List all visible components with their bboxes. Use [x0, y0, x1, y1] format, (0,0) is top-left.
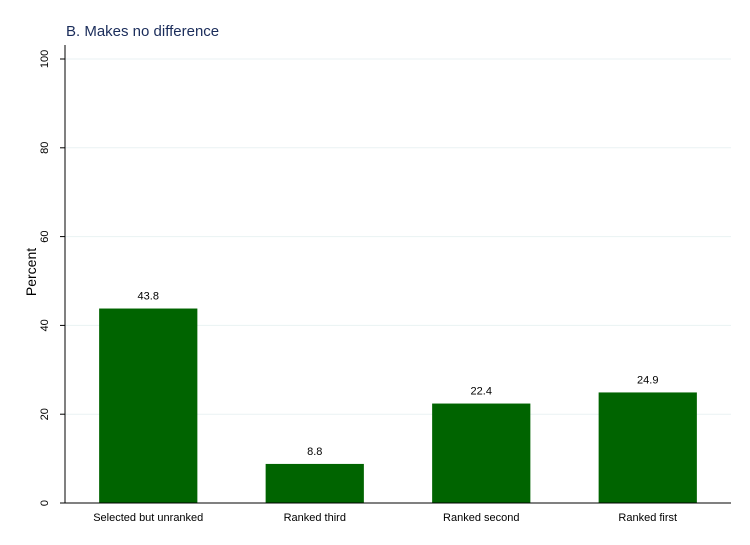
data-label-0: 43.8 [138, 291, 159, 303]
data-label-3: 24.9 [637, 374, 658, 386]
y-axis-label: Percent [23, 248, 39, 296]
y-tick-label-100: 100 [39, 50, 51, 68]
y-tick-label-80: 80 [39, 142, 51, 154]
x-tick-label-1: Ranked third [284, 512, 346, 524]
y-tick-label-20: 20 [39, 408, 51, 420]
y-tick-label-60: 60 [39, 230, 51, 242]
y-tick-label-40: 40 [39, 319, 51, 331]
bars [99, 308, 697, 503]
data-labels: 43.8 Selected but unranked 8.8 Ranked third… [93, 291, 677, 524]
data-label-1: 8.8 [307, 446, 322, 458]
bar-2 [432, 403, 531, 503]
bar-3 [598, 392, 697, 503]
x-tick-label-2: Ranked second [443, 512, 519, 524]
x-tick-label-0: Selected but unranked [93, 512, 203, 524]
chart-title: B. Makes no difference [66, 23, 219, 40]
bar-0 [99, 308, 198, 503]
y-tick-label-0: 0 [39, 500, 51, 506]
axes: 0 20 40 60 80 100 [39, 45, 731, 506]
bar-1 [265, 463, 364, 503]
x-tick-label-3: Ranked first [618, 512, 677, 524]
data-label-2: 22.4 [471, 386, 492, 398]
